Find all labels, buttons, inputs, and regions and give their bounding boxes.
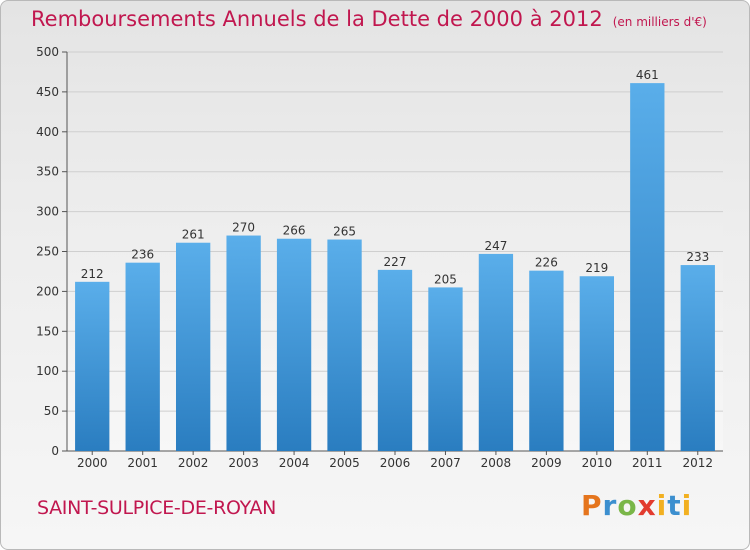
- logo-letter: r: [602, 489, 618, 522]
- y-tick-label: 150: [36, 324, 59, 338]
- y-tick-label: 250: [36, 245, 59, 259]
- bar: [175, 242, 211, 451]
- bar: [226, 235, 261, 451]
- x-tick-label: 2004: [279, 456, 310, 470]
- x-tick-label: 2011: [632, 456, 663, 470]
- logo-letter: o: [617, 489, 638, 522]
- bar: [579, 276, 615, 451]
- x-tick-label: 2003: [228, 456, 259, 470]
- bar: [680, 265, 715, 451]
- y-tick-label: 400: [36, 125, 59, 139]
- y-tick-label: 100: [36, 364, 59, 378]
- bar: [377, 269, 413, 451]
- proxiti-logo: Proxiti: [581, 489, 692, 522]
- data-label: 247: [484, 239, 507, 253]
- data-label: 219: [585, 261, 608, 275]
- data-label: 270: [232, 221, 255, 235]
- data-label: 266: [283, 224, 306, 238]
- y-tick-label: 50: [44, 404, 59, 418]
- data-label: 265: [333, 225, 356, 239]
- bar: [327, 239, 362, 451]
- logo-letter: x: [637, 489, 657, 522]
- unit-label: (en milliers d'€): [612, 15, 707, 29]
- x-tick-label: 2012: [682, 456, 713, 470]
- x-tick-label: 2010: [582, 456, 613, 470]
- data-label: 236: [131, 248, 154, 262]
- bar: [529, 270, 564, 451]
- bar: [478, 253, 514, 451]
- x-tick-label: 2007: [430, 456, 461, 470]
- data-label: 227: [384, 255, 407, 269]
- x-tick-label: 2001: [127, 456, 158, 470]
- y-tick-label: 200: [36, 284, 59, 298]
- bar: [428, 287, 463, 451]
- data-label: 233: [686, 250, 709, 264]
- x-tick-label: 2000: [77, 456, 108, 470]
- bar: [125, 262, 160, 451]
- x-tick-label: 2005: [329, 456, 360, 470]
- bar: [276, 238, 312, 451]
- chart-title: Remboursements Annuels de la Dette de 20…: [31, 7, 707, 31]
- x-tick-label: 2008: [481, 456, 512, 470]
- x-tick-label: 2009: [531, 456, 562, 470]
- city-name: SAINT-SULPICE-DE-ROYAN: [37, 497, 277, 519]
- logo-letter: P: [581, 489, 603, 522]
- bar: [630, 83, 665, 451]
- y-tick-label: 300: [36, 205, 59, 219]
- logo-letter: i: [681, 489, 693, 522]
- data-label: 212: [81, 267, 104, 281]
- data-label: 205: [434, 272, 457, 286]
- x-tick-label: 2006: [380, 456, 411, 470]
- bar: [75, 281, 110, 451]
- data-label: 226: [535, 256, 558, 270]
- data-label: 261: [182, 228, 205, 242]
- x-tick-label: 2002: [178, 456, 209, 470]
- y-tick-label: 500: [36, 45, 59, 59]
- y-tick-label: 0: [51, 444, 59, 458]
- y-tick-label: 350: [36, 165, 59, 179]
- y-tick-label: 450: [36, 85, 59, 99]
- logo-letter: t: [667, 489, 682, 522]
- title-text: Remboursements Annuels de la Dette de 20…: [31, 7, 603, 31]
- data-label: 461: [636, 68, 659, 82]
- logo-letter: i: [656, 489, 668, 522]
